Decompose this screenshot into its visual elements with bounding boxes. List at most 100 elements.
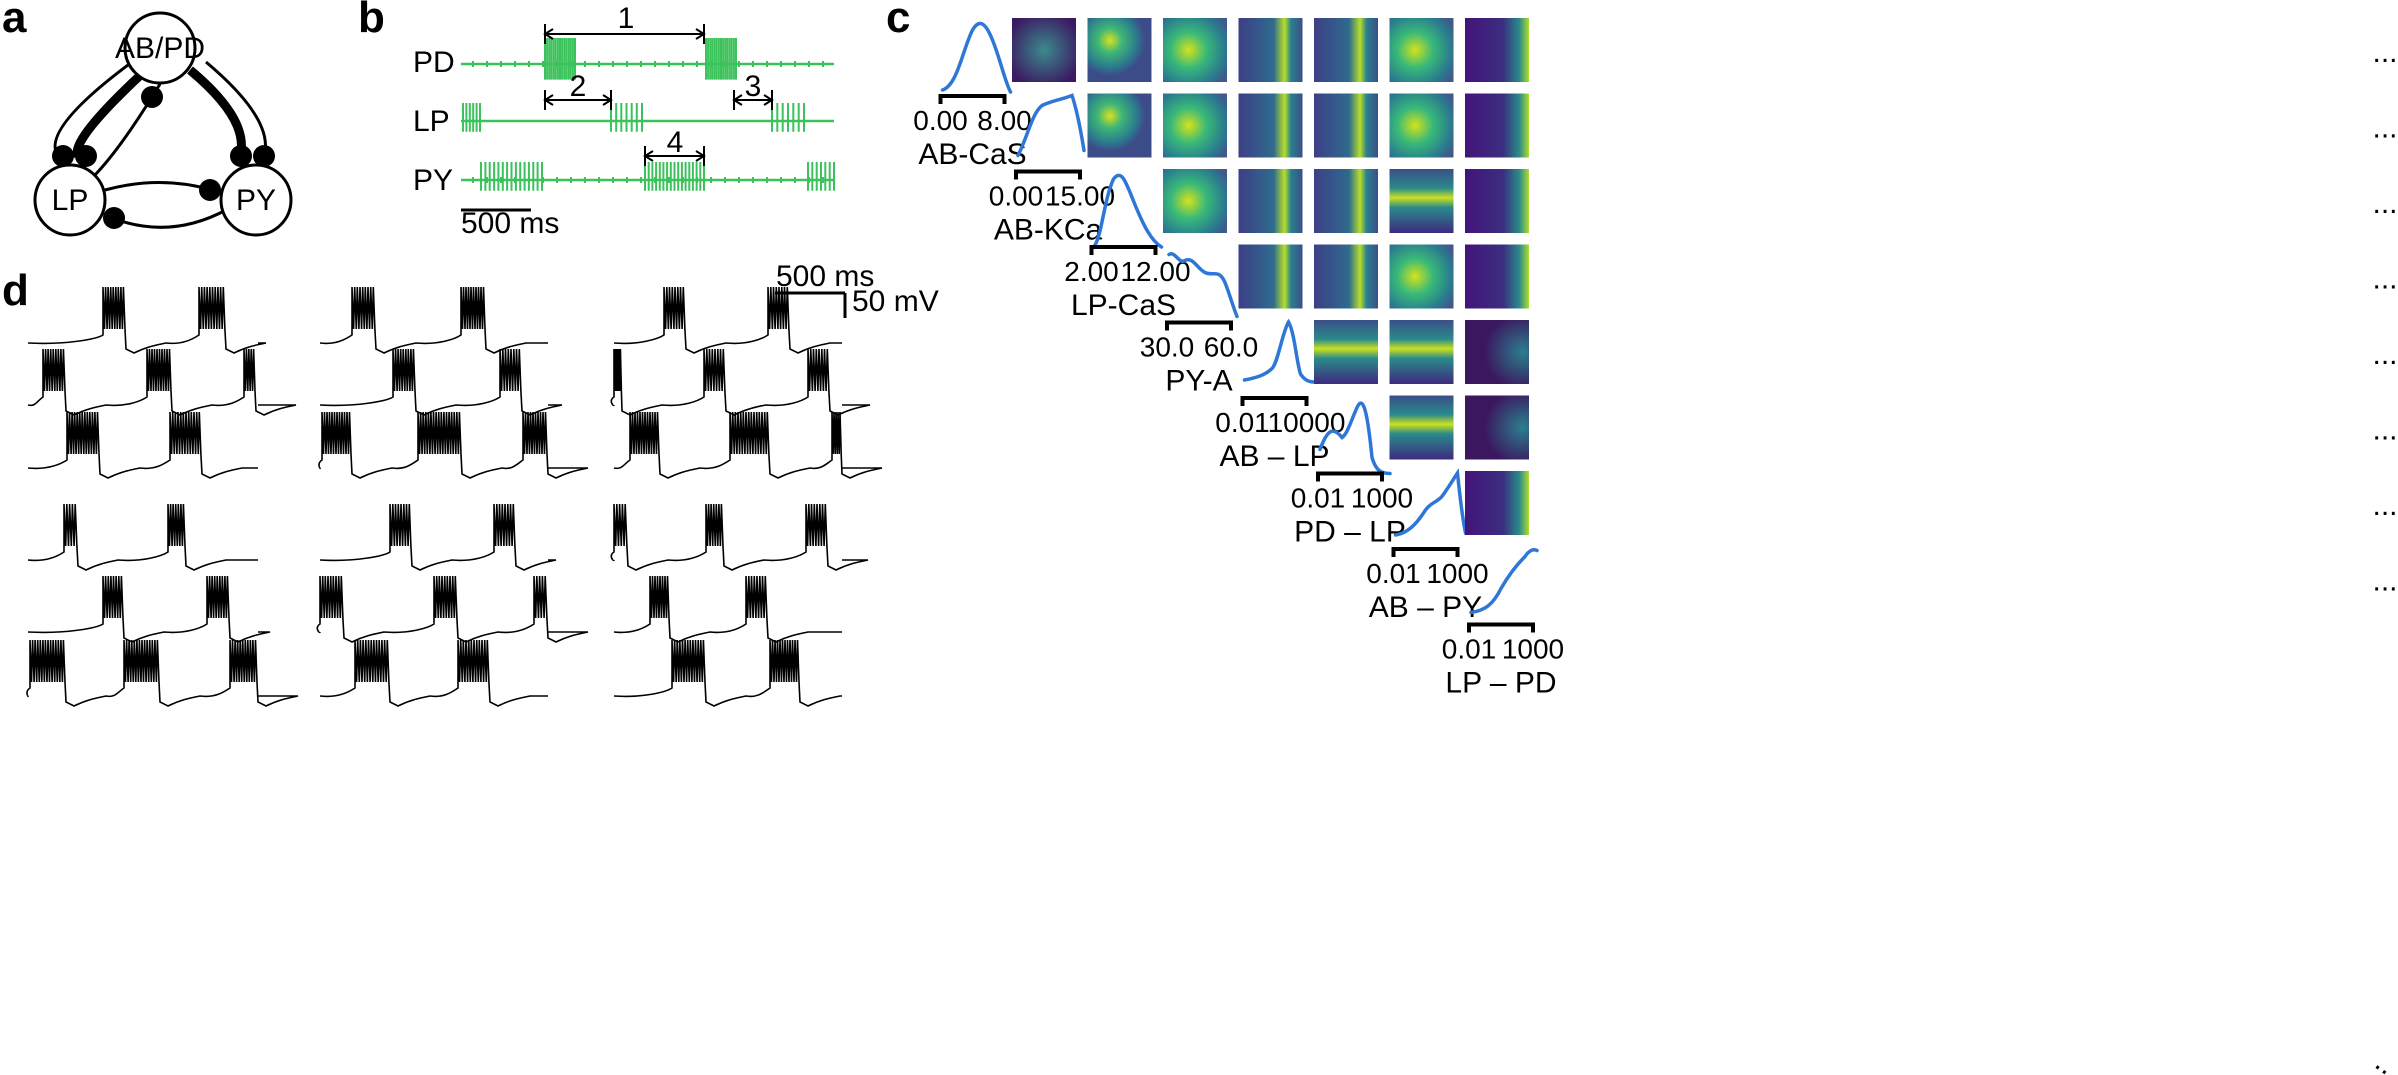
density-2 [1091,173,1164,249]
heatmap-1-7 [1465,93,1529,158]
trace-d-4-1 [316,575,589,643]
panel-label-c: c [886,0,910,42]
heatmap-4-6 [1389,320,1454,384]
trace-d-2-2 [613,411,883,479]
trace-d-2-1 [610,348,871,416]
trace-d-3-1 [27,575,271,643]
density-0 [940,21,1013,94]
trace-d-2-0 [613,286,842,354]
trace-spikes-1 [462,103,824,132]
heatmap-3-5 [1314,244,1378,309]
interval-markers [543,24,774,166]
ellipsis-2: ... [2372,187,2397,220]
trace-d-5-1 [613,575,842,643]
trace-label-lp: LP [413,105,450,138]
node-lp: LP [33,163,107,237]
synapse-py-lp [111,208,227,229]
axis-bracket-3 [1165,320,1233,331]
synapse-abpd-lp-thick [72,66,150,159]
param-name-0: AB-CaS [918,138,1026,171]
axis-bracket-7 [1467,622,1535,633]
trace-d-3-2 [26,639,299,707]
synapse-abpd-py-thick [187,66,246,158]
heatmap-0-6 [1389,18,1454,82]
density-6 [1393,467,1468,537]
tick-lo-1: 0.00 [989,181,1044,212]
trace-label-py: PY [413,164,453,197]
green-traces [461,38,835,191]
voltage-traces [26,286,883,707]
axis-bracket-4 [1240,396,1309,406]
heatmap-1-5 [1314,93,1378,158]
tick-hi-4: 10000 [1268,407,1346,438]
trace-d-1-1 [319,348,563,416]
tick-lo-3: 30.0 [1140,332,1195,363]
heatmap-4-5 [1314,320,1378,384]
heatmap-3-7 [1465,244,1529,309]
heatmap-0-1 [1012,18,1076,82]
trace-d-5-0 [610,503,869,571]
trace-d-0-0 [27,286,267,354]
axis-bracket-1 [1014,169,1082,180]
tick-hi-1: 15.00 [1045,181,1115,212]
ellipsis-3: ... [2372,263,2397,296]
b-scale-label: 500 ms [461,207,559,240]
axis-bracket-5 [1316,471,1384,482]
heatmap-3-6 [1389,244,1454,309]
heatmap-2-6 [1389,169,1454,233]
tick-hi-5: 1000 [1351,483,1413,514]
interval-1-label: 1 [618,2,635,35]
trace-d-1-0 [319,286,548,354]
node-abpd-label: AB/PD [115,32,205,65]
panel-label-d: d [2,266,29,315]
heatmap-1-2 [1087,93,1152,158]
axis-bracket-6 [1391,547,1460,557]
trace-d-0-2 [27,411,258,479]
heatmap-5-7 [1465,395,1529,460]
axis-bracket-2 [1089,245,1158,255]
density-4 [1242,318,1317,384]
param-name-4: AB – LP [1219,440,1329,473]
heatmap-2-7 [1465,169,1529,233]
tick-lo-4: 0.01 [1215,407,1270,438]
param-name-5: PD – LP [1294,516,1406,549]
heatmap-3-4 [1238,244,1303,309]
tick-lo-2: 2.00 [1064,256,1119,287]
synapse-dots [52,86,275,229]
panel-label-a: a [2,0,27,42]
heatmap-2-5 [1314,169,1378,233]
trace-spikes-0 [472,38,824,80]
trace-d-5-2 [613,639,842,707]
node-lp-label: LP [52,184,89,217]
heatmap-0-4 [1238,18,1303,82]
param-name-6: AB – PY [1369,591,1482,624]
trace-d-4-2 [319,639,548,707]
tick-hi-0: 8.00 [977,105,1032,136]
density-3 [1167,252,1239,319]
tick-lo-6: 0.01 [1366,558,1421,589]
tick-lo-5: 0.01 [1291,483,1346,514]
ellipsis-7: ... [2372,565,2397,598]
param-name-2: LP-CaS [1071,289,1176,322]
param-name-7: LP – PD [1445,667,1556,700]
heatmap-2-3 [1163,169,1227,233]
tick-hi-3: 60.0 [1204,332,1259,363]
ellipsis-6: ... [2372,489,2397,522]
d-scale-time: 500 ms [776,260,874,293]
density-1 [1016,93,1086,158]
heatmap-4-7 [1465,320,1529,384]
heatmap-6-7 [1465,471,1529,535]
panel-label-b: b [358,0,385,42]
density-7 [1469,548,1539,615]
node-py-label: PY [236,184,276,217]
trace-d-4-0 [319,503,557,571]
heatmap-2-4 [1238,169,1303,233]
tick-lo-0: 0.00 [913,105,968,136]
ellipsis-4: ... [2372,338,2397,371]
tick-lo-7: 0.01 [1442,634,1497,665]
d-scale-bar [775,291,847,318]
param-name-1: AB-KCa [994,214,1103,247]
axis-bracket-0 [938,94,1007,104]
tick-hi-6: 1000 [1426,558,1488,589]
